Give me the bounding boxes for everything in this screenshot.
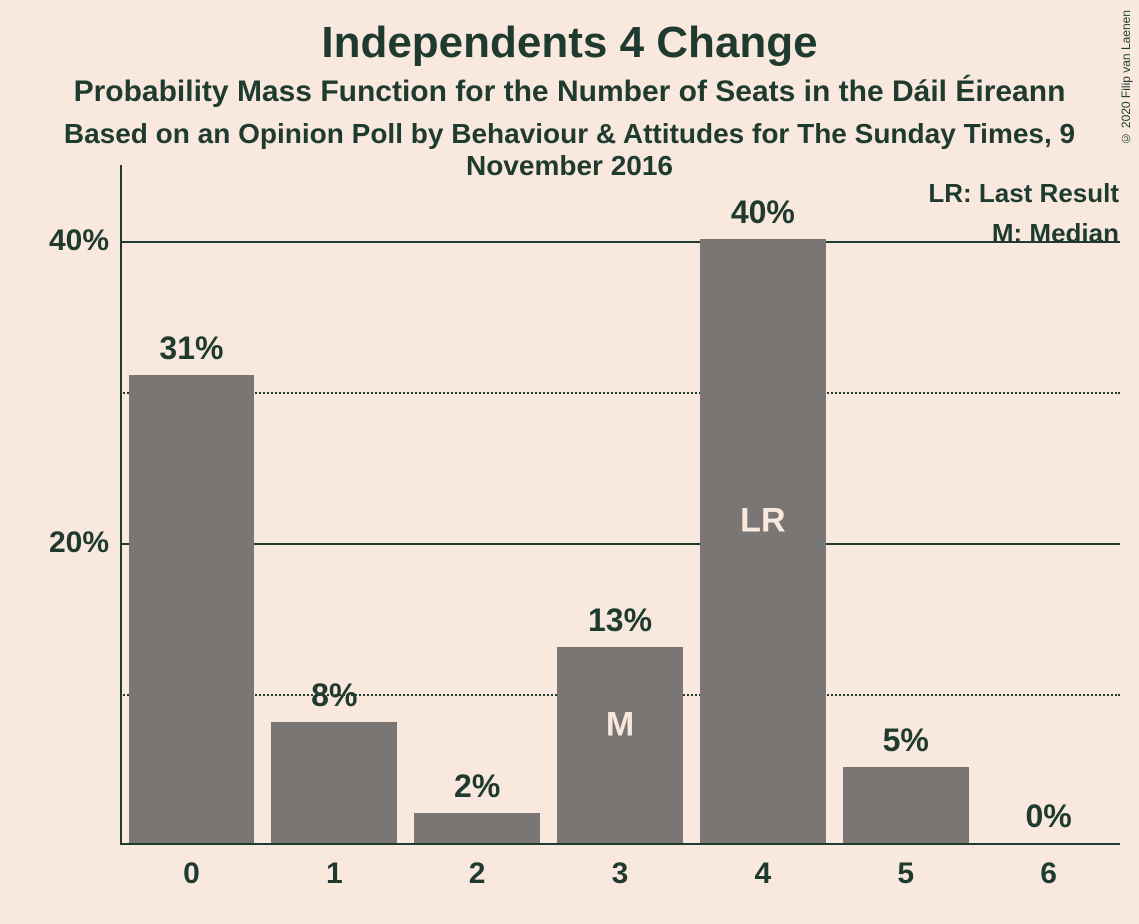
x-tick-label: 6 (1040, 857, 1057, 891)
x-tick-label: 2 (469, 857, 486, 891)
bar-value-label: 8% (311, 677, 357, 714)
x-axis (120, 843, 1120, 845)
bar (700, 239, 826, 843)
chart-subtitle: Probability Mass Function for the Number… (0, 75, 1139, 109)
bar (557, 647, 683, 843)
bar-inner-label: M (606, 705, 634, 744)
bar (843, 767, 969, 843)
bar (271, 722, 397, 843)
bar-value-label: 2% (454, 768, 500, 805)
bar-value-label: 31% (159, 330, 223, 367)
bar-value-label: 0% (1025, 798, 1071, 835)
y-tick-label: 40% (49, 224, 109, 258)
y-axis (120, 165, 122, 845)
x-tick-label: 4 (755, 857, 772, 891)
x-tick-label: 5 (897, 857, 914, 891)
gridline-minor (120, 392, 1120, 394)
bar-value-label: 40% (731, 194, 795, 231)
chart-container: Independents 4 Change Probability Mass F… (0, 0, 1139, 924)
plot-area: 31% 8% 2% 13% M 40% LR 5% 0% (120, 165, 1120, 845)
x-tick-label: 0 (183, 857, 200, 891)
bar-inner-label: LR (740, 501, 785, 540)
gridline-major (120, 241, 1120, 243)
bar-value-label: 5% (883, 722, 929, 759)
bar (129, 375, 255, 843)
copyright-text: © 2020 Filip van Laenen (1119, 10, 1133, 145)
chart-title: Independents 4 Change (0, 18, 1139, 68)
y-tick-label: 20% (49, 526, 109, 560)
x-tick-label: 1 (326, 857, 343, 891)
bar (414, 813, 540, 843)
x-tick-label: 3 (612, 857, 629, 891)
bar-value-label: 13% (588, 602, 652, 639)
gridline-major (120, 543, 1120, 545)
